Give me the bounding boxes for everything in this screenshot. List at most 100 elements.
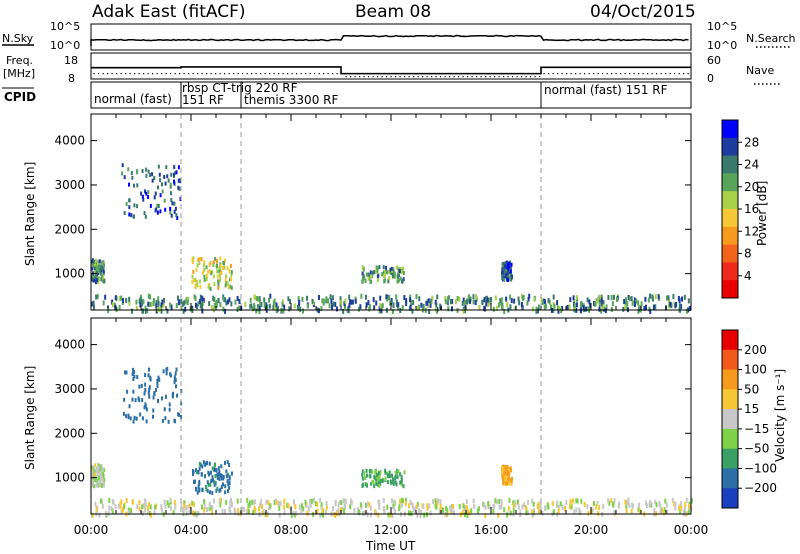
- echo-cell: [439, 503, 442, 509]
- nave-dot: [656, 73, 658, 75]
- echo-cell: [195, 470, 198, 475]
- echo-cell: [160, 504, 163, 510]
- echo-cell: [224, 308, 227, 314]
- echo-cell: [152, 395, 155, 400]
- echo-cell: [261, 510, 264, 516]
- echo-cell: [579, 510, 582, 516]
- echo-cell: [146, 308, 149, 314]
- echo-cell: [683, 294, 686, 300]
- echo-cell: [550, 304, 553, 310]
- echo-cell: [130, 508, 133, 514]
- echo-cell: [344, 298, 347, 304]
- echo-cell: [398, 498, 401, 504]
- echo-cell: [625, 508, 628, 514]
- echo-cell: [376, 477, 379, 482]
- echo-cell: [265, 499, 268, 505]
- echo-cell: [125, 370, 128, 375]
- echo-cell: [155, 308, 158, 314]
- echo-cell: [520, 302, 523, 308]
- echo-cell: [607, 498, 610, 504]
- echo-cell: [321, 508, 324, 514]
- echo-cell: [197, 258, 200, 263]
- echo-cell: [451, 298, 454, 304]
- echo-cell: [98, 482, 101, 487]
- nave-dot: [575, 73, 577, 75]
- echo-cell: [418, 509, 421, 515]
- echo-cell: [157, 398, 160, 403]
- echo-cell: [505, 272, 508, 277]
- echo-cell: [400, 474, 403, 479]
- echo-cell: [597, 510, 600, 516]
- echo-cell: [218, 273, 221, 278]
- echo-cell: [503, 507, 506, 513]
- echo-cell: [267, 297, 270, 303]
- colorbar-tick-label: 100: [744, 363, 767, 377]
- power-x-ticks: [90, 114, 692, 310]
- echo-cell: [144, 305, 147, 311]
- nave-right-tick-high: 60: [707, 54, 721, 67]
- echo-cell: [95, 469, 98, 474]
- echo-cell: [123, 370, 126, 375]
- echo-cell: [342, 308, 345, 314]
- colorbar-tick-label: 12: [744, 224, 759, 238]
- echo-cell: [218, 471, 221, 476]
- echo-cell: [349, 504, 352, 510]
- echo-cell: [225, 274, 228, 279]
- echo-cell: [525, 507, 528, 513]
- echo-cell: [375, 269, 378, 274]
- echo-cell: [377, 512, 380, 518]
- echo-cell: [409, 499, 412, 505]
- echo-cell: [201, 300, 204, 306]
- y-tick-label: 4000: [54, 338, 85, 352]
- echo-cell: [428, 309, 431, 315]
- echo-cell: [569, 297, 572, 303]
- echo-cell: [130, 213, 133, 218]
- echo-cell: [143, 391, 146, 396]
- echo-cell: [553, 303, 556, 309]
- echo-cell: [217, 283, 220, 288]
- echo-cell: [212, 260, 215, 265]
- echo-cell: [573, 509, 576, 515]
- colorbar-tick-label: 16: [744, 202, 759, 216]
- echo-cell: [149, 301, 152, 307]
- echo-cell: [217, 279, 220, 284]
- echo-cell: [128, 212, 131, 217]
- echo-cell: [99, 470, 102, 475]
- echo-cell: [363, 510, 366, 516]
- echo-cell: [144, 214, 147, 219]
- echo-cell: [102, 300, 105, 306]
- echo-cell: [370, 469, 373, 474]
- echo-cell: [252, 499, 255, 505]
- nave-dot: [120, 73, 122, 75]
- echo-cell: [475, 296, 478, 302]
- echo-cell: [206, 507, 209, 513]
- echo-cell: [276, 500, 279, 506]
- echo-cell: [593, 301, 596, 307]
- echo-cell: [481, 299, 484, 305]
- echo-cell: [294, 504, 297, 510]
- echo-cell: [166, 308, 169, 314]
- echo-cell: [131, 308, 134, 314]
- echo-cell: [503, 261, 506, 266]
- echo-cell: [495, 499, 498, 505]
- noise-left-tick-high: 10^5: [50, 20, 80, 33]
- colorbar-tick-label: 15: [744, 402, 759, 416]
- echo-cell: [216, 475, 219, 480]
- echo-cell: [580, 301, 583, 307]
- echo-cell: [387, 512, 390, 518]
- echo-cell: [175, 303, 178, 309]
- echo-cell: [377, 471, 380, 476]
- nave-dot: [129, 73, 131, 75]
- echo-cell: [377, 480, 380, 485]
- echo-cell: [388, 474, 391, 479]
- echo-cell: [341, 506, 344, 512]
- echo-cell: [298, 306, 301, 312]
- echo-cell: [172, 172, 175, 177]
- echo-cell: [678, 303, 681, 309]
- echo-cell: [294, 510, 297, 516]
- echo-cell: [644, 304, 647, 310]
- echo-cell: [392, 270, 395, 275]
- echo-cell: [210, 510, 213, 516]
- echo-cell: [415, 293, 418, 299]
